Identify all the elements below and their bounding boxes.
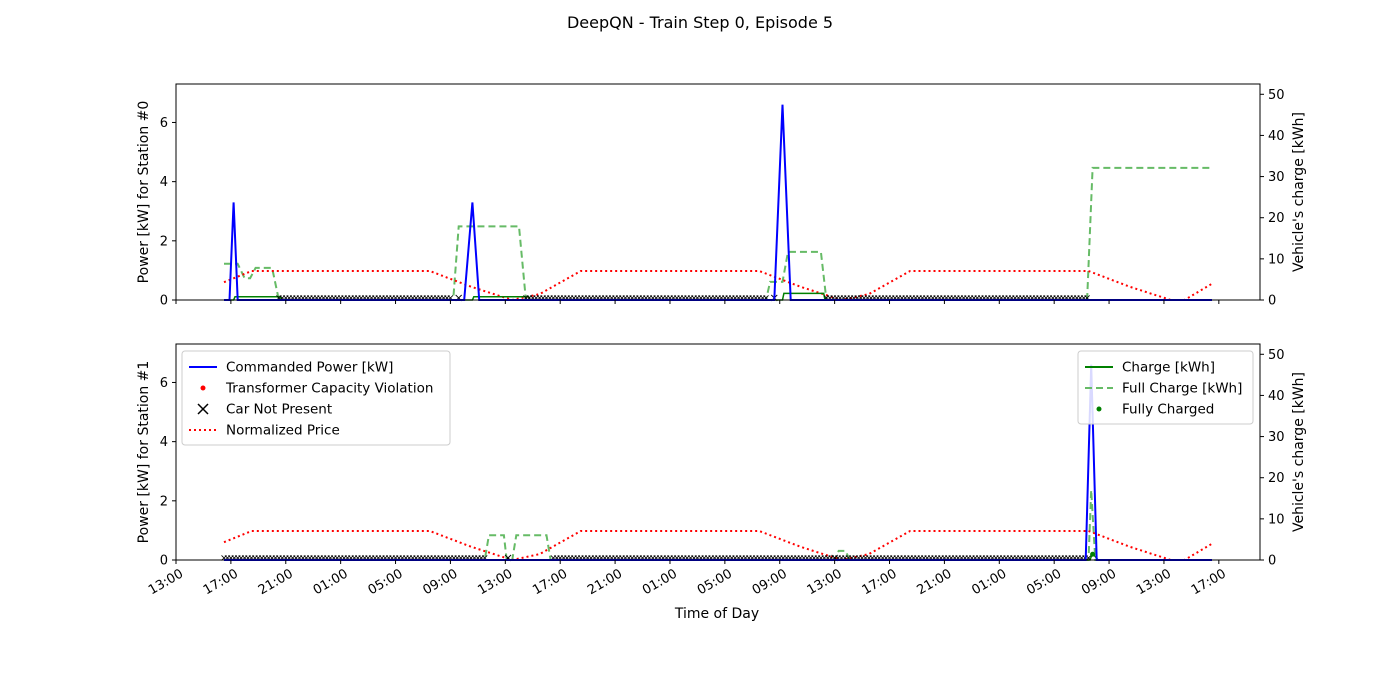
legend-dot-icon — [1096, 406, 1102, 412]
x-tick-label: 21:00 — [914, 566, 954, 598]
x-tick-label: 13:00 — [805, 566, 845, 598]
y2-tick-label: 0 — [1268, 294, 1276, 309]
x-tick-label: 21:00 — [256, 566, 296, 598]
legend-box — [1077, 350, 1254, 425]
y2-tick-label: 50 — [1268, 348, 1285, 363]
y-tick-label: 0 — [160, 294, 168, 309]
y-tick-label: 2 — [160, 234, 168, 249]
x-tick-label: 09:00 — [1079, 566, 1119, 598]
legend-label-fullcharge: Full Charge [kWh] — [1122, 381, 1242, 397]
y-tick-label: 4 — [160, 435, 168, 450]
x-tick-label: 17:00 — [1189, 566, 1229, 598]
y2-tick-label: 20 — [1268, 211, 1285, 226]
legend-right: Charge [kWh] Full Charge [kWh] Fully Charg… — [1077, 350, 1254, 425]
subplot-0: 0 2 4 6 0 10 20 30 40 50 Power [kW] for Station #0… — [136, 83, 1307, 309]
y-axis-label: Power [kW] for Station #0 — [136, 101, 152, 284]
plot-frame — [175, 83, 1261, 301]
x-tick-label: 01:00 — [311, 566, 351, 598]
figure-title: DeepQN - Train Step 0, Episode 5 — [567, 13, 833, 32]
y2-axis-label: Vehicle's charge [kWh] — [1291, 372, 1307, 532]
x-tick-label: 13:00 — [475, 566, 515, 598]
full-charge-line — [224, 166, 1212, 301]
legend-box — [181, 350, 451, 446]
x-tick-label: 05:00 — [366, 566, 406, 598]
legend-label-charge: Charge [kWh] — [1122, 360, 1215, 376]
y2-tick-label: 10 — [1268, 512, 1285, 527]
x-tick-label: 05:00 — [1024, 566, 1064, 598]
x-tick-label: 09:00 — [750, 566, 790, 598]
legend-label-price: Normalized Price — [226, 423, 340, 439]
x-tick-label: 01:00 — [969, 566, 1009, 598]
x-tick-label: 01:00 — [640, 566, 680, 598]
x-axis-label: Time of Day — [674, 606, 759, 622]
x-tick-label: 17:00 — [530, 566, 570, 598]
y2-tick-label: 10 — [1268, 252, 1285, 267]
x-tick-label: 05:00 — [695, 566, 735, 598]
normalized-price-line — [223, 530, 1213, 562]
y-tick-label: 0 — [160, 554, 168, 569]
x-tick-label: 17:00 — [860, 566, 900, 598]
legend-x-icon — [197, 403, 209, 415]
x-tick-label: 17:00 — [201, 566, 241, 598]
y2-tick-label: 30 — [1268, 170, 1285, 185]
y2-tick-label: 20 — [1268, 471, 1285, 486]
y2-tick-label: 30 — [1268, 430, 1285, 445]
legend-label-power: Commanded Power [kW] — [226, 360, 393, 376]
legend-label-violation: Transformer Capacity Violation — [225, 381, 433, 397]
y2-tick-label: 50 — [1268, 88, 1285, 103]
legend-left: Commanded Power [kW] Transformer Capacity… — [181, 350, 451, 446]
y-tick-label: 6 — [160, 116, 168, 131]
legend-label-notpresent: Car Not Present — [226, 402, 332, 418]
fully-charged-point — [1090, 551, 1096, 557]
charge-line — [224, 292, 1212, 301]
y2-tick-label: 40 — [1268, 389, 1285, 404]
x-tick-label: 09:00 — [420, 566, 460, 598]
y2-tick-label: 0 — [1268, 554, 1276, 569]
plot-frame — [175, 343, 1261, 561]
x-tick-label: 21:00 — [585, 566, 625, 598]
x-tick-label: 13:00 — [1134, 566, 1174, 598]
y2-axis-label: Vehicle's charge [kWh] — [1291, 112, 1307, 272]
full-charge-line — [224, 490, 1212, 561]
y-tick-label: 2 — [160, 494, 168, 509]
normalized-price-line — [223, 270, 1213, 302]
y2-tick-label: 40 — [1268, 129, 1285, 144]
x-tick-label: 13:00 — [146, 566, 186, 598]
legend-dot-icon — [200, 385, 206, 391]
y-axis-label: Power [kW] for Station #1 — [136, 361, 152, 544]
y-tick-label: 4 — [160, 175, 168, 190]
legend-label-fullycharged: Fully Charged — [1122, 402, 1214, 418]
y-tick-label: 6 — [160, 376, 168, 391]
